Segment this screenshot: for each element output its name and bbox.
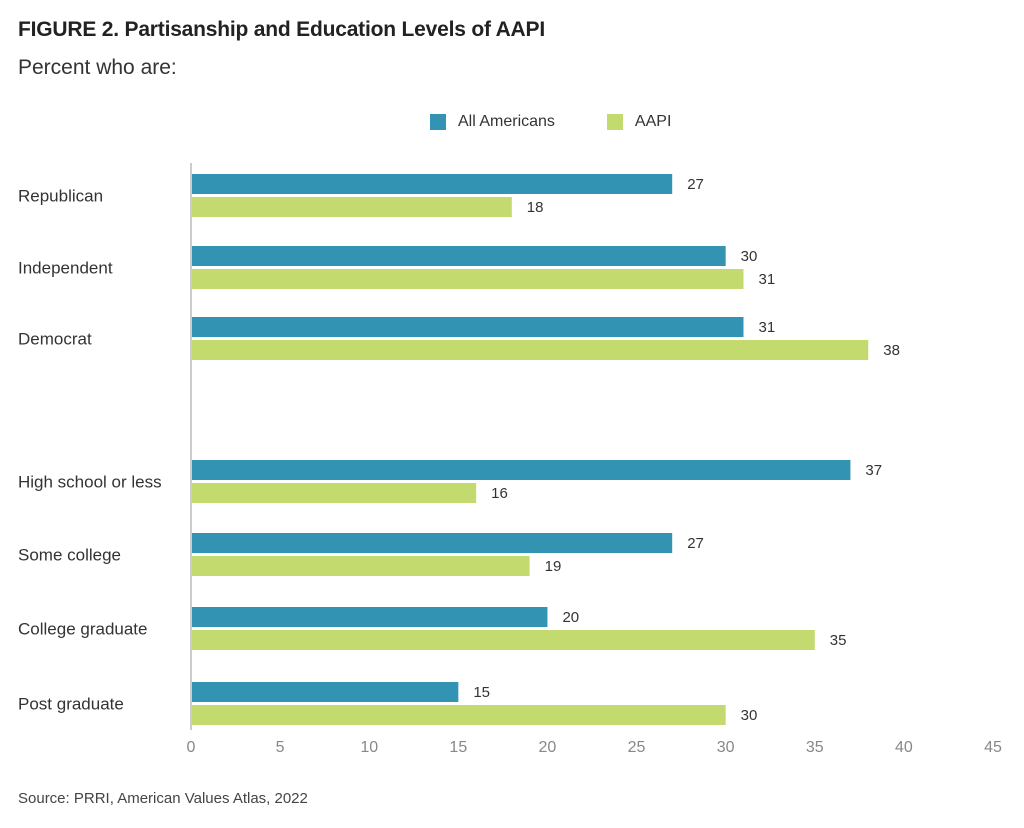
x-tick-label-10: 10 [360,739,378,756]
data-label-aapi-independent: 31 [758,271,775,288]
category-label-democrat: Democrat [18,329,92,348]
bar-all-americans-post-graduate [192,682,459,702]
bar-all-americans-democrat [192,317,744,337]
bar-aapi-high-school-or-less [192,483,477,503]
legend-label-aapi: AAPI [634,113,672,130]
data-label-aapi-high-school-or-less: 16 [491,485,508,502]
data-label-all-americans-republican: 27 [687,176,704,193]
data-label-aapi-democrat: 38 [883,342,900,359]
x-tick-label-40: 40 [895,739,913,756]
x-tick-label-25: 25 [628,739,646,756]
category-label-independent: Independent [18,258,113,277]
source-note: Source: PRRI, American Values Atlas, 202… [18,790,308,807]
bar-all-americans-independent [192,246,726,266]
bar-all-americans-republican [192,174,673,194]
x-tick-label-5: 5 [276,739,285,756]
data-label-aapi-college-graduate: 35 [830,632,847,649]
bar-all-americans-high-school-or-less [192,460,851,480]
data-label-all-americans-high-school-or-less: 37 [865,462,882,479]
category-label-republican: Republican [18,186,103,205]
chart-subtitle: Percent who are: [18,56,177,79]
bar-aapi-democrat [192,340,869,360]
data-label-aapi-post-graduate: 30 [741,707,758,724]
bar-aapi-independent [192,269,744,289]
x-tick-label-30: 30 [717,739,735,756]
data-label-aapi-some-college: 19 [545,558,562,575]
data-label-all-americans-some-college: 27 [687,535,704,552]
bar-aapi-post-graduate [192,705,726,725]
x-tick-label-15: 15 [449,739,467,756]
x-tick-label-35: 35 [806,739,824,756]
category-label-high-school-or-less: High school or less [18,472,162,491]
category-label-college-graduate: College graduate [18,619,147,638]
x-tick-label-20: 20 [539,739,557,756]
bar-all-americans-some-college [192,533,673,553]
legend-item-all-americans: All Americans [430,113,555,131]
data-label-all-americans-college-graduate: 20 [562,609,579,626]
data-label-all-americans-democrat: 31 [758,319,775,336]
chart-title: FIGURE 2. Partisanship and Education Lev… [18,18,545,41]
x-tick-label-0: 0 [187,739,196,756]
bar-all-americans-college-graduate [192,607,548,627]
data-label-all-americans-independent: 30 [741,248,758,265]
category-label-post-graduate: Post graduate [18,694,124,713]
legend: All Americans AAPI [430,113,723,131]
legend-item-aapi: AAPI [606,113,672,131]
legend-swatch-aapi [606,114,623,130]
bar-aapi-some-college [192,556,530,576]
data-label-aapi-republican: 18 [527,199,544,216]
category-label-some-college: Some college [18,545,121,564]
legend-swatch-all-americans [430,114,446,130]
bar-aapi-republican [192,197,512,217]
bar-chart: Republican2718Independent3031Democrat313… [18,163,1002,756]
data-label-all-americans-post-graduate: 15 [473,684,490,701]
bar-aapi-college-graduate [192,630,815,650]
x-tick-label-45: 45 [984,739,1002,756]
legend-label-all-americans: All Americans [458,113,555,130]
